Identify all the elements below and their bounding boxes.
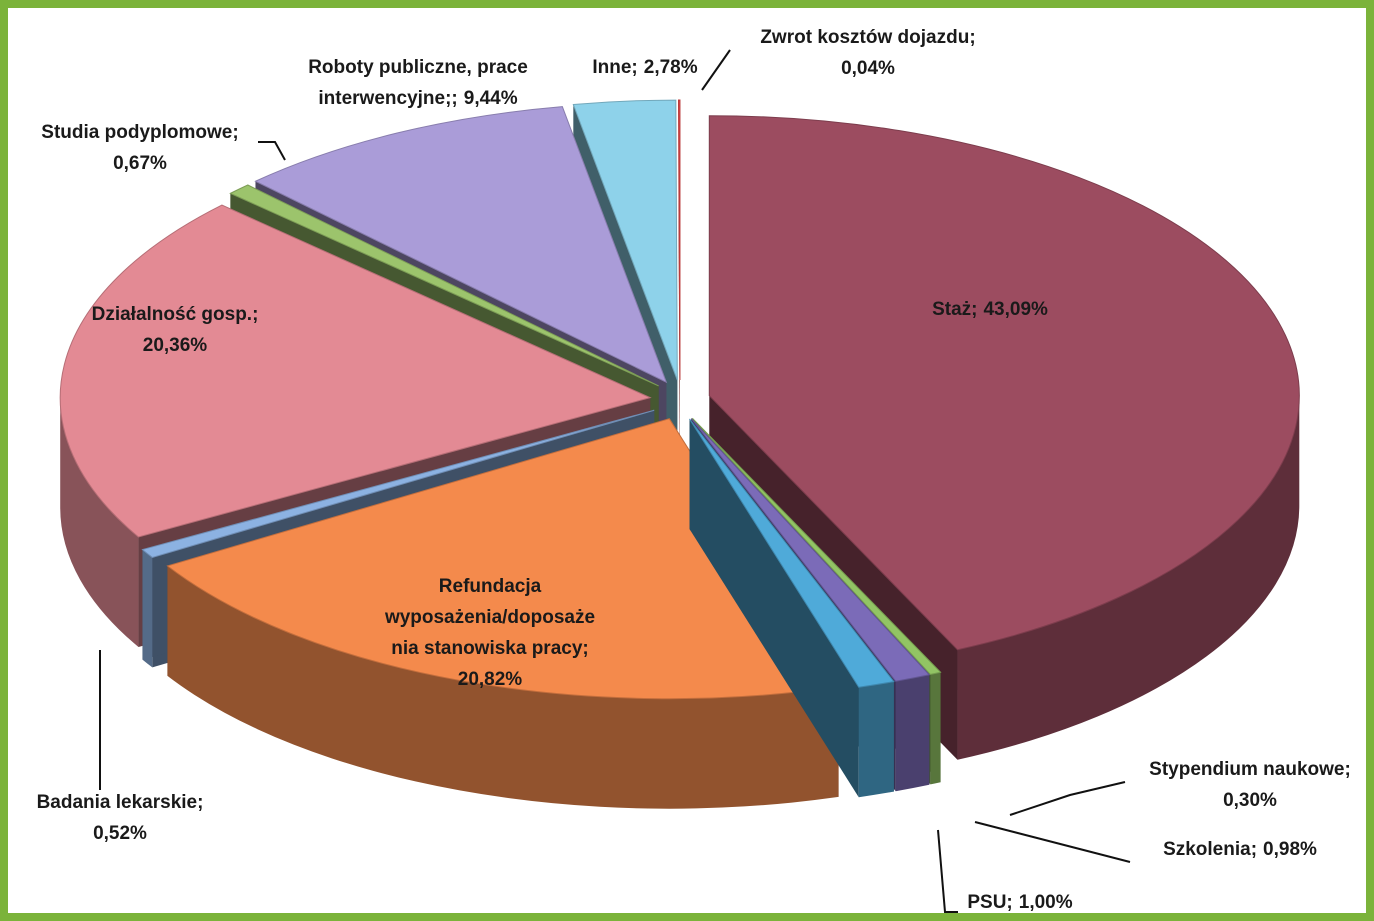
slice [166, 418, 840, 700]
slice [690, 418, 931, 682]
label-category: wyposażenia/doposaże [384, 607, 595, 628]
label-value: 20,36% [143, 335, 208, 356]
leader-line [701, 49, 731, 91]
label-category: PSU; [967, 892, 1012, 913]
label-category: Badania lekarskie; [37, 792, 204, 813]
label-category: Studia podyplomowe; [41, 122, 238, 143]
data-label: Studia podyplomowe; 0,67% [41, 122, 238, 174]
data-label: Refundacja wyposażenia/doposaże nia stanow… [384, 576, 595, 690]
slice-side [957, 395, 1300, 760]
data-label: Staż; 43,09% [932, 299, 1048, 320]
slice-face [689, 418, 859, 798]
label-category: Stypendium naukowe; [1149, 759, 1351, 780]
label-category: interwencyjne;; [318, 88, 457, 109]
data-label: Stypendium naukowe; 0,30% [1149, 759, 1351, 811]
data-label: Zwrot kosztów dojazdu; 0,04% [760, 27, 975, 79]
slice [691, 417, 942, 675]
slice-side [142, 549, 153, 668]
label-category: Staż; [932, 299, 977, 320]
data-label: PSU; 1,00% [967, 892, 1072, 913]
label-category: Działalność gosp.; [92, 304, 259, 325]
pie [59, 99, 1300, 809]
label-value: 20,82% [458, 669, 523, 690]
label-category: nia stanowiska pracy; [391, 638, 588, 659]
leader-line [974, 821, 1131, 863]
slice-side [60, 397, 139, 647]
leader-line [1009, 781, 1126, 816]
label-value: 0,98% [1263, 839, 1317, 860]
leader-lines [99, 49, 1131, 913]
slice-side [858, 681, 894, 798]
label-value: 0,04% [841, 58, 895, 79]
label-value: 0,52% [93, 823, 147, 844]
label-category: Szkolenia; [1163, 839, 1257, 860]
slice [141, 409, 655, 558]
label-value: 0,67% [113, 153, 167, 174]
slice [708, 115, 1300, 651]
slice-side [167, 565, 839, 809]
label-value: 43,09% [983, 299, 1048, 320]
slice-side [930, 672, 941, 785]
slice [254, 106, 668, 384]
slice [689, 418, 895, 688]
label-value: 2,78% [644, 57, 698, 78]
label-value: 0,30% [1223, 790, 1277, 811]
label-category: Zwrot kosztów dojazdu; [760, 27, 975, 48]
data-labels: Staż; 43,09% Stypendium naukowe; 0,30% Szkol… [37, 27, 1351, 913]
slice [59, 204, 652, 538]
label-value: 1,00% [1019, 892, 1073, 913]
data-label: Szkolenia; 0,98% [1163, 839, 1317, 860]
data-label: Inne; 2,78% [592, 57, 697, 78]
slice [572, 99, 678, 381]
label-category: Refundacja [439, 576, 542, 597]
label-value: 9,44% [464, 88, 518, 109]
data-label: Roboty publiczne, prace interwencyjne;; 9,… [308, 57, 528, 109]
data-label: Badania lekarskie; 0,52% [37, 792, 204, 844]
slice-side [895, 674, 930, 792]
data-label: Działalność gosp.; 20,36% [92, 304, 259, 356]
label-category: Inne; [592, 57, 637, 78]
slice [677, 99, 681, 381]
slice [229, 184, 659, 387]
leader-line [937, 829, 958, 913]
leader-line [258, 141, 286, 161]
label-category: Roboty publiczne, prace [308, 57, 528, 78]
